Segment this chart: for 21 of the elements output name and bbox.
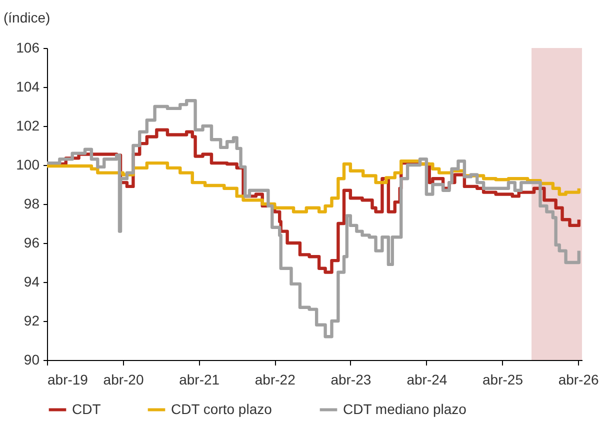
y-tick-label: 106 [16,40,40,56]
legend-label: CDT mediano plazo [343,400,467,417]
x-tick-label: abr-23 [330,372,372,388]
y-tick-label: 90 [24,352,40,368]
y-tick-label: 104 [16,78,40,94]
x-tick-label: abr-22 [254,372,296,388]
legend-label: CDT corto plazo [171,400,272,417]
legend-label: CDT [72,400,102,417]
x-tick-label: abr-21 [179,372,220,388]
y-tick-label: 96 [24,234,40,250]
x-tick-label: abr-24 [406,372,448,388]
y-tick-label: 94 [24,274,40,290]
y-tick-label: 92 [24,312,40,328]
x-tick-label: abr-19 [48,372,88,388]
y-tick-label: 98 [24,196,40,212]
x-tick-label: abr-25 [482,372,524,388]
y-axis-title: (índice) [4,10,50,26]
x-tick-label: abr-20 [103,372,144,388]
y-tick-label: 102 [16,118,40,134]
y-tick-label: 100 [16,156,40,172]
x-tick-label: abr-26 [558,372,599,388]
